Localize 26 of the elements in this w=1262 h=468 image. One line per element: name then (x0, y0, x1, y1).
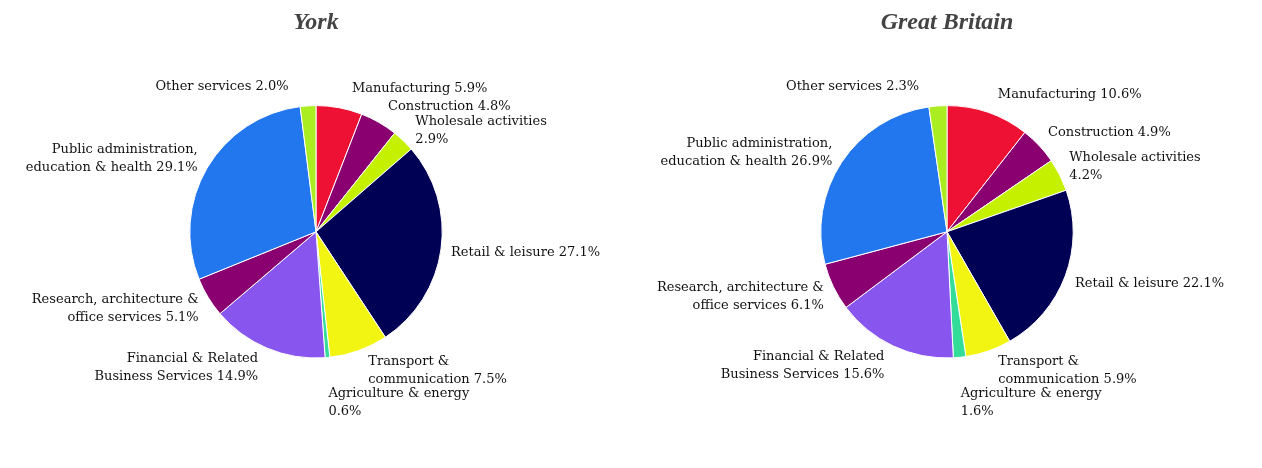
chart-title: Great Britain (880, 7, 1014, 34)
slice-label: Other services 2.3% (785, 78, 920, 94)
slice-label: Manufacturing 10.6% (997, 85, 1142, 101)
slice-label: Transport & communication 5.9% (998, 353, 1137, 387)
slice-label: Financial & Related Business Services 14.9% (94, 350, 259, 384)
slice-label: Retail & leisure 27.1% (451, 244, 601, 260)
slice-label: Research, architecture & office services 5.1% (31, 291, 199, 325)
chart-title: York (293, 7, 339, 34)
data-label: 1.6% (960, 403, 994, 419)
slice-label: Manufacturing 5.9% (351, 80, 488, 96)
slice-label: Research, architecture & office services 6.1% (656, 279, 824, 313)
slice-label: Construction 4.8% (388, 97, 511, 113)
data-label: 0.6% (328, 402, 362, 418)
slice-label: Public administration, education & health 26.9% (660, 134, 833, 168)
slice-label: Retail & leisure 22.1% (1075, 275, 1225, 291)
slice-label: Construction 4.9% (1048, 124, 1171, 140)
slice-label: Wholesale activities (1069, 149, 1201, 165)
slice-label: Wholesale activities (415, 113, 547, 129)
data-label: 4.2% (1069, 167, 1103, 183)
data-label: 2.9% (415, 131, 449, 147)
slice-label: Agriculture & energy (327, 384, 470, 400)
slice-label: Transport & communication 7.5% (368, 352, 507, 386)
slice-label: Agriculture & energy (959, 385, 1103, 401)
slice-label: Public administration, education & health 29.1% (25, 141, 198, 175)
slice-label: Other services 2.0% (155, 78, 289, 94)
slice-label: Financial & Related Business Services 15.6% (720, 347, 885, 381)
